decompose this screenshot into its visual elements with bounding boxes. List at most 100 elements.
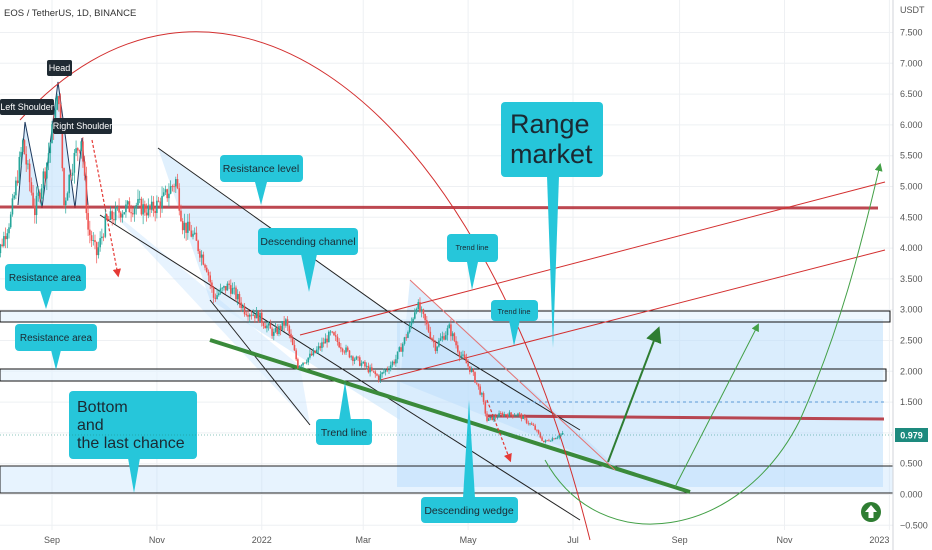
y-tick-label: 3.000: [900, 305, 923, 315]
candle-body: [334, 335, 337, 337]
x-tick-label: Nov: [149, 535, 166, 545]
y-tick-label: 4.500: [900, 212, 923, 222]
candle-body: [137, 199, 139, 206]
candle-body: [267, 323, 270, 326]
candle-body: [147, 205, 150, 216]
candle-body: [87, 213, 89, 230]
candle-body: [340, 347, 342, 349]
candle-body: [420, 309, 423, 312]
candle-body: [389, 365, 392, 370]
candle-body: [35, 195, 38, 216]
candle-body: [326, 338, 328, 343]
candle-body: [4, 236, 7, 240]
callout-layer: Resistance level Descending channel Resi…: [5, 102, 603, 523]
candle-body: [321, 342, 323, 348]
callout-descending-channel-pointer: [301, 254, 317, 292]
x-tick-label: Jul: [567, 535, 579, 545]
callout-trend-line-2[interactable]: [491, 300, 538, 321]
scroll-up-button[interactable]: [861, 502, 881, 522]
candle-body: [195, 232, 198, 241]
callout-bottom[interactable]: [69, 391, 197, 459]
candle-body: [85, 175, 88, 214]
candle-body: [315, 349, 318, 353]
candle-body: [348, 350, 351, 358]
candle-body: [412, 318, 414, 322]
candle-body: [517, 413, 519, 416]
callout-trend-line-1-text: Trend line: [455, 243, 488, 252]
price-layer: [0, 93, 564, 444]
candle-body: [417, 302, 420, 309]
candle-body: [73, 152, 76, 173]
candle-body: [0, 244, 2, 254]
candle-body: [64, 200, 67, 206]
candle-body: [107, 219, 110, 220]
callout-trend-line-3[interactable]: [316, 419, 372, 445]
candle-body: [276, 328, 279, 335]
candle-body: [173, 186, 175, 188]
hs-labels: Left Shoulder Head Right Shoulder: [0, 60, 112, 134]
candle-body: [546, 440, 549, 442]
candle-body: [97, 247, 100, 256]
candle-body: [386, 369, 389, 371]
callout-resistance-area-1[interactable]: [5, 264, 86, 291]
candle-body: [228, 283, 230, 286]
candle-body: [415, 308, 418, 313]
callout-descending-channel[interactable]: [258, 228, 358, 255]
y-tick-label: 5.000: [900, 182, 923, 192]
candle-body: [539, 433, 542, 438]
candle-body: [271, 328, 273, 336]
callout-range-market[interactable]: [501, 102, 603, 177]
x-tick-label: 2023: [869, 535, 889, 545]
candle-body: [233, 287, 236, 289]
candle-body: [350, 356, 352, 358]
candle-body: [446, 328, 449, 336]
candle-body: [345, 347, 347, 353]
wedge-trend-line: [209, 338, 691, 494]
candle-body: [248, 314, 251, 317]
candle-body: [188, 221, 191, 231]
wedge-upper-line: [409, 279, 616, 471]
candle-body: [192, 233, 194, 237]
candle-body: [367, 365, 370, 373]
candle-body: [518, 413, 521, 415]
candle-body: [212, 287, 215, 298]
candle-body: [154, 210, 156, 214]
candle-body: [71, 172, 74, 176]
candle-body: [283, 320, 285, 326]
candle-body: [281, 320, 284, 330]
candle-body: [536, 429, 538, 431]
candle-body: [254, 314, 256, 319]
callout-trend-line-1[interactable]: [447, 234, 498, 262]
candle-body: [444, 335, 447, 340]
candle-body: [376, 374, 378, 376]
y-tick-label: 6.000: [900, 120, 923, 130]
candle-body: [132, 213, 134, 215]
candle-body: [328, 331, 330, 343]
callout-descending-wedge[interactable]: [421, 497, 518, 523]
candle-body: [298, 365, 301, 368]
candle-body: [291, 338, 294, 346]
candle-body: [295, 350, 297, 360]
candle-body: [494, 416, 497, 418]
candle-body: [82, 141, 84, 162]
candle-body: [106, 215, 108, 220]
callout-resistance-level[interactable]: [220, 155, 303, 182]
candle-body: [510, 412, 512, 415]
y-tick-label: 7.500: [900, 28, 923, 38]
candle-body: [487, 418, 490, 421]
candle-body: [149, 205, 151, 210]
callout-resistance-area-2[interactable]: [15, 324, 97, 351]
candle-body: [180, 210, 182, 222]
candle-body: [243, 305, 246, 315]
candle-body: [56, 96, 58, 110]
x-tick-label: Nov: [776, 535, 793, 545]
candle-body: [133, 208, 136, 215]
candle-body: [398, 347, 401, 352]
channel-line-2: [99, 214, 581, 521]
candle-body: [205, 267, 208, 272]
candle-body: [458, 351, 461, 357]
candle-body: [362, 361, 365, 364]
candle-body: [51, 124, 53, 144]
candle-body: [369, 367, 371, 373]
